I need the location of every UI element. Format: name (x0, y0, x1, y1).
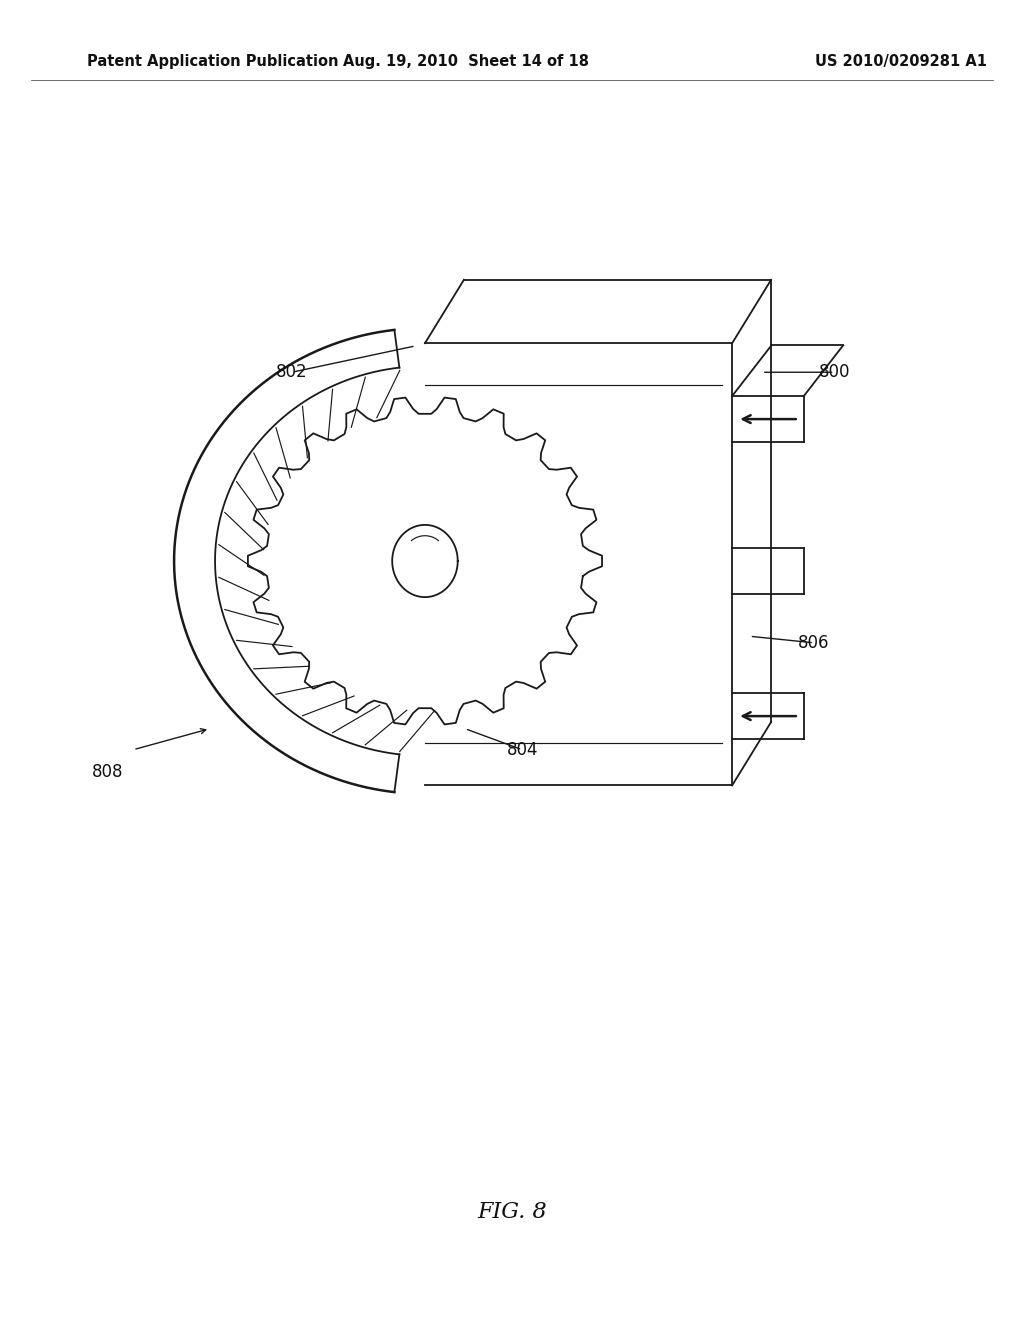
Text: 808: 808 (92, 763, 123, 781)
Text: Aug. 19, 2010  Sheet 14 of 18: Aug. 19, 2010 Sheet 14 of 18 (343, 54, 589, 69)
Text: 802: 802 (276, 363, 307, 381)
Text: Patent Application Publication: Patent Application Publication (87, 54, 339, 69)
Text: FIG. 8: FIG. 8 (477, 1201, 547, 1222)
Text: 800: 800 (819, 363, 850, 381)
Text: 804: 804 (507, 741, 538, 759)
Text: US 2010/0209281 A1: US 2010/0209281 A1 (815, 54, 987, 69)
Text: 806: 806 (799, 634, 829, 652)
